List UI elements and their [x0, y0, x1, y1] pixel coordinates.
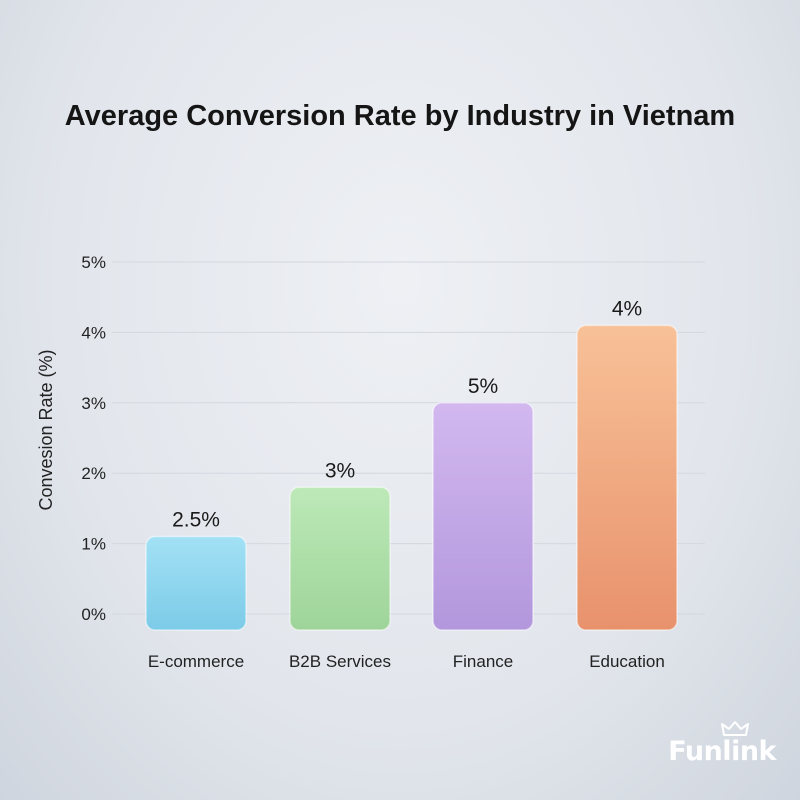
bar-finance [432, 402, 534, 631]
y-tick-label: 0% [81, 605, 106, 624]
y-tick-label: 1% [81, 535, 106, 554]
chart-title: Average Conversion Rate by Industry in V… [64, 100, 736, 132]
data-label: 4% [612, 297, 642, 320]
data-label: 3% [325, 459, 355, 482]
x-tick-label: E-commerce [148, 652, 244, 671]
x-tick-label: Education [589, 652, 665, 671]
x-tick-label: B2B Services [289, 652, 391, 671]
x-tick-label: Finance [453, 652, 513, 671]
bar-education [576, 324, 678, 631]
data-label: 2.5% [172, 509, 220, 532]
y-tick-label: 2% [81, 464, 106, 483]
crown-icon [721, 721, 749, 736]
data-label: 5% [468, 375, 498, 398]
bar-e-commerce [145, 535, 247, 631]
y-tick-label: 3% [81, 394, 106, 413]
y-tick-label: 4% [81, 323, 106, 342]
y-tick-label: 5% [81, 253, 106, 272]
y-axis-label: Convesion Rate (%) [36, 349, 56, 510]
bar-b2b-services [289, 486, 391, 631]
funlink-logo: Funlink [668, 736, 776, 767]
